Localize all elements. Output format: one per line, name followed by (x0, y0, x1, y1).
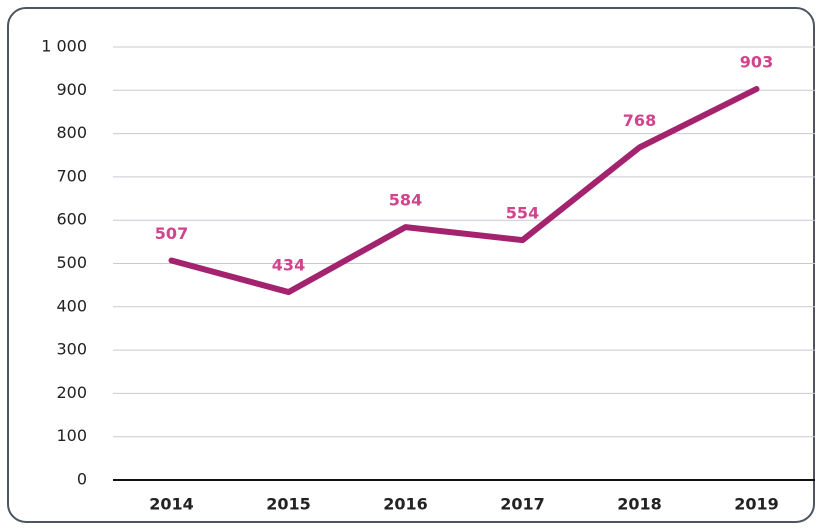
y-tick-label: 500 (56, 253, 87, 272)
y-tick-label: 300 (56, 340, 87, 359)
x-tick-label: 2015 (266, 495, 311, 514)
y-tick-label: 900 (56, 80, 87, 99)
x-tick-label: 2017 (500, 495, 545, 514)
y-tick-label: 1 000 (41, 37, 87, 56)
data-label: 903 (740, 53, 773, 72)
chart-frame (7, 7, 815, 523)
x-tick-label: 2014 (149, 495, 194, 514)
y-tick-label: 600 (56, 210, 87, 229)
x-tick-label: 2016 (383, 495, 428, 514)
x-tick-label: 2018 (617, 495, 662, 514)
data-label: 768 (623, 111, 656, 130)
data-label: 584 (389, 191, 422, 210)
data-line (168, 86, 760, 296)
y-tick-label: 800 (56, 123, 87, 142)
y-tick-label: 100 (56, 426, 87, 445)
y-tick-label: 0 (77, 470, 87, 489)
x-tick-label: 2019 (734, 495, 779, 514)
data-label: 434 (272, 256, 305, 275)
y-tick-label: 200 (56, 383, 87, 402)
y-tick-label: 400 (56, 296, 87, 315)
data-label: 507 (155, 224, 188, 243)
y-tick-label: 700 (56, 166, 87, 185)
data-label: 554 (506, 204, 539, 223)
